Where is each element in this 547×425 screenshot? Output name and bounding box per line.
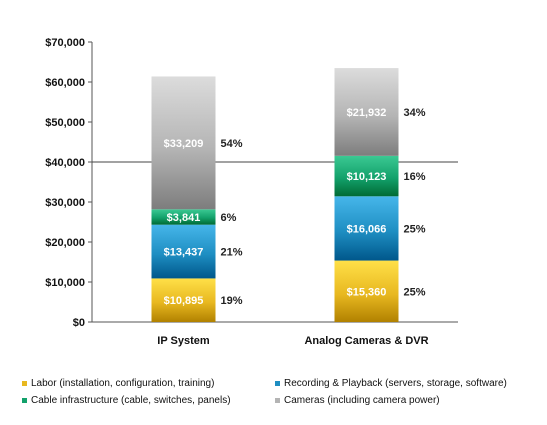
bar-segment bbox=[334, 68, 399, 156]
bar-percent-label: 19% bbox=[221, 295, 243, 307]
bar-percent-label: 25% bbox=[404, 223, 426, 235]
labels-layer: $10,895 19% $13,437 21% $3,841 6% $33,209 54% IP… bbox=[157, 107, 428, 347]
legend-item: Recording & Playback (servers, storage, … bbox=[275, 378, 507, 389]
bar-percent-label: 21% bbox=[221, 247, 243, 259]
legend-label: Cable infrastructure (cable, switches, p… bbox=[31, 395, 231, 406]
legend-item: Cameras (including camera power) bbox=[275, 395, 440, 406]
bar-value-label: $13,437 bbox=[164, 247, 204, 259]
x-category-label: IP System bbox=[157, 335, 210, 347]
legend-swatch bbox=[275, 398, 280, 403]
bar-value-label: $10,123 bbox=[347, 171, 387, 183]
bar-value-label: $16,066 bbox=[347, 223, 387, 235]
bar-segment bbox=[151, 278, 216, 322]
bar-percent-label: 16% bbox=[404, 171, 426, 183]
bar-value-label: $21,932 bbox=[347, 107, 387, 119]
y-tick-label: $30,000 bbox=[45, 197, 85, 209]
x-category-label: Analog Cameras & DVR bbox=[304, 335, 428, 347]
bar-segment bbox=[151, 224, 216, 279]
bar-segment bbox=[334, 196, 399, 261]
bar-percent-label: 6% bbox=[221, 212, 237, 224]
bar-percent-label: 34% bbox=[404, 107, 426, 119]
y-tick-label: $60,000 bbox=[45, 77, 85, 89]
y-tick-label: $40,000 bbox=[45, 157, 85, 169]
chart-legend: Labor (installation, configuration, trai… bbox=[22, 375, 542, 417]
y-tick-label: $10,000 bbox=[45, 277, 85, 289]
legend-swatch bbox=[275, 381, 280, 386]
y-tick-label: $0 bbox=[73, 317, 85, 329]
y-tick-label: $50,000 bbox=[45, 117, 85, 129]
legend-label: Recording & Playback (servers, storage, … bbox=[284, 378, 507, 389]
bar-segment bbox=[334, 155, 399, 197]
y-tick-label: $20,000 bbox=[45, 237, 85, 249]
bar-value-label: $10,895 bbox=[164, 295, 204, 307]
bar-value-label: $3,841 bbox=[167, 212, 201, 224]
bar-segment bbox=[151, 209, 216, 225]
bar-value-label: $33,209 bbox=[164, 138, 204, 150]
legend-swatch bbox=[22, 398, 27, 403]
legend-item: Cable infrastructure (cable, switches, p… bbox=[22, 395, 231, 406]
bar-percent-label: 25% bbox=[404, 286, 426, 298]
legend-item: Labor (installation, configuration, trai… bbox=[22, 378, 214, 389]
legend-label: Labor (installation, configuration, trai… bbox=[31, 378, 215, 389]
bar-segment bbox=[151, 76, 216, 210]
legend-swatch bbox=[22, 381, 27, 386]
bars-layer bbox=[151, 68, 399, 322]
bar-percent-label: 54% bbox=[221, 138, 243, 150]
legend-label: Cameras (including camera power) bbox=[284, 395, 440, 406]
bar-segment bbox=[334, 260, 399, 322]
y-tick-label: $70,000 bbox=[45, 37, 85, 49]
bar-value-label: $15,360 bbox=[347, 286, 387, 298]
